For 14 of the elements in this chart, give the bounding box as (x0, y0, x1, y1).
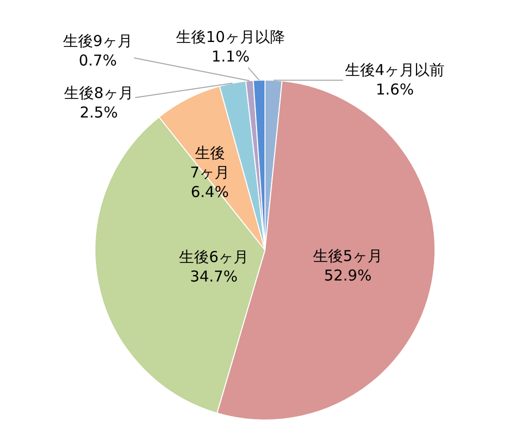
data-label: 2.5% (80, 104, 118, 122)
data-label: 34.7% (190, 268, 238, 286)
data-label: 6.4% (190, 183, 229, 201)
slice-label: 生後4ヶ月以前 (345, 61, 445, 79)
slice-label: 生後6ヶ月 (179, 248, 249, 266)
data-label: 52.9% (324, 266, 372, 284)
slice-label: 生後5ヶ月 (313, 247, 383, 265)
slice-label: 生後9ヶ月 (63, 32, 133, 50)
data-label: 0.7% (78, 52, 117, 70)
data-label: 1.6% (376, 80, 414, 98)
data-label: 1.1% (211, 48, 250, 66)
slice-label: 生後 7ヶ月 (190, 144, 230, 182)
slice-label: 生後8ヶ月 (64, 84, 134, 102)
slice-label: 生後10ヶ月以降 (176, 28, 286, 46)
